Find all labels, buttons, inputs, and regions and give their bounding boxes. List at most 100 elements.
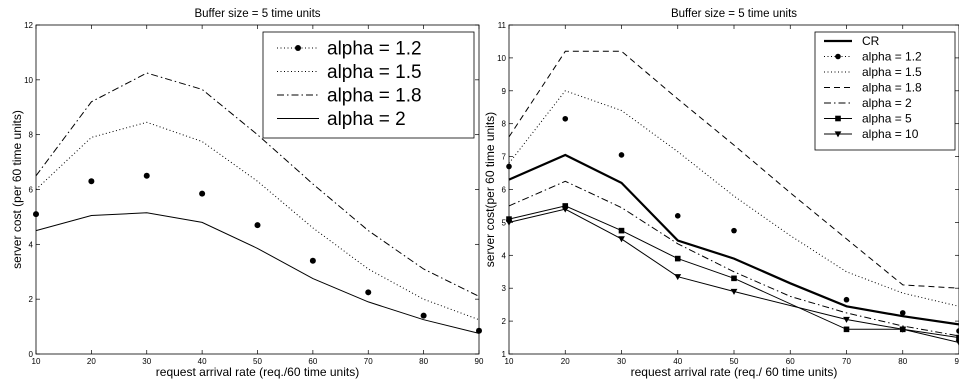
chart-title: Buffer size = 5 time units — [671, 8, 797, 20]
data-point — [562, 115, 569, 122]
series-alpha---1-8 — [508, 50, 959, 289]
data-point — [476, 327, 482, 334]
data-point — [731, 227, 737, 234]
x-tick-label: 60 — [308, 357, 317, 366]
data-point — [33, 211, 39, 218]
x-tick-label: 40 — [673, 357, 682, 366]
data-point — [309, 257, 316, 264]
x-tick-label: 20 — [561, 357, 570, 366]
legend-label: alpha = 5 — [862, 112, 912, 126]
legend-box — [814, 31, 956, 151]
data-point — [674, 213, 681, 219]
legend-label: alpha = 2 — [862, 96, 912, 110]
series-line — [508, 208, 959, 343]
series-alpha---10 — [505, 206, 959, 346]
data-point — [674, 255, 681, 262]
legend-label: alpha = 1.8 — [327, 86, 422, 107]
series-line — [35, 212, 480, 334]
data-point — [506, 216, 512, 222]
legend-label: alpha = 1.2 — [327, 39, 422, 60]
data-point — [199, 190, 206, 197]
legend-label: alpha = 2 — [327, 109, 406, 130]
legend-entry: alpha = 1.5 — [824, 65, 922, 79]
series-alpha---1-2 — [33, 172, 482, 334]
y-tick-label: 6 — [502, 186, 507, 195]
x-tick-label: 80 — [898, 357, 907, 366]
legend-entry: alpha = 1.5 — [277, 62, 422, 83]
series-alpha---2 — [35, 212, 480, 334]
y-tick-label: 11 — [498, 21, 507, 30]
y-tick-label: 1 — [502, 350, 507, 359]
x-tick-label: 90 — [475, 357, 484, 366]
data-point — [618, 152, 625, 158]
data-point — [561, 206, 569, 213]
series-line — [35, 121, 480, 321]
y-axis-label: server cost (per 60 time units) — [10, 110, 24, 269]
legend-entry: alpha = 1.2 — [277, 39, 422, 60]
x-tick-label: 80 — [419, 357, 428, 366]
x-tick-label: 50 — [730, 357, 739, 366]
data-point — [674, 274, 682, 281]
x-tick-label: 10 — [32, 357, 41, 366]
x-axis-label: request arrival rate (req./60 time units… — [156, 365, 359, 379]
series-alpha---2 — [508, 180, 959, 337]
y-tick-label: 9 — [502, 87, 507, 96]
chart-2: 10 20 30 40 50 60 70 80 90 1 2 3 4 5 6 7 8 9 10 11 Buffer si… — [483, 8, 959, 379]
y-tick-label: 0 — [29, 350, 34, 359]
y-tick-label: 12 — [24, 21, 33, 30]
legend-label: alpha = 10 — [862, 127, 919, 141]
data-point — [562, 203, 569, 209]
data-point — [88, 178, 95, 185]
data-point — [618, 236, 625, 243]
x-axis-label: request arrival rate (req./ 60 time unit… — [631, 365, 838, 379]
x-tick-label: 70 — [364, 357, 373, 366]
legend-entry: alpha = 2 — [277, 109, 406, 130]
legend-label: alpha = 1.5 — [862, 65, 922, 79]
y-tick-label: 10 — [24, 76, 33, 85]
data-point — [254, 222, 261, 229]
y-tick-label: 2 — [502, 317, 507, 326]
x-tick-label: 10 — [505, 357, 514, 366]
data-point — [956, 328, 959, 334]
legend-label: alpha = 1.2 — [862, 50, 922, 64]
data-point — [618, 227, 625, 234]
legend-label: alpha = 1.8 — [862, 81, 922, 95]
x-tick-label: 60 — [786, 357, 795, 366]
y-tick-label: 8 — [502, 120, 507, 129]
series-alpha---1-2 — [506, 115, 959, 334]
x-tick-label: 40 — [198, 357, 207, 366]
legend-marker — [835, 115, 841, 122]
legend-entry: CR — [824, 34, 880, 48]
legend-entry: alpha = 10 — [824, 127, 919, 141]
y-tick-label: 8 — [29, 131, 34, 140]
data-point — [843, 316, 850, 323]
y-tick-label: 6 — [29, 186, 34, 195]
chart-title: Buffer size = 5 time units — [194, 8, 320, 20]
data-point — [843, 326, 850, 333]
data-point — [899, 326, 907, 333]
data-point — [955, 339, 959, 346]
legend-label: CR — [862, 34, 880, 48]
series-line — [508, 50, 959, 289]
y-tick-label: 10 — [497, 54, 506, 63]
x-tick-label: 90 — [955, 357, 959, 366]
data-point — [143, 172, 150, 179]
chart-1: 10 20 30 40 50 60 70 80 90 0 2 4 6 8 10 12 Buffer size =… — [10, 8, 484, 379]
legend-entry: alpha = 1.8 — [824, 81, 922, 95]
legend-marker — [834, 131, 842, 138]
y-tick-label: 5 — [502, 218, 507, 227]
y-tick-label: 4 — [502, 251, 507, 260]
series-line — [508, 180, 959, 337]
y-tick-label: 2 — [29, 295, 34, 304]
legend-entry: alpha = 5 — [824, 112, 912, 126]
series-line — [508, 205, 959, 339]
series-alpha---5 — [506, 203, 959, 341]
x-tick-label: 30 — [617, 357, 626, 366]
legend-entry: alpha = 1.2 — [824, 50, 922, 64]
data-point — [843, 296, 850, 303]
data-point — [731, 275, 737, 282]
data-point — [899, 310, 906, 316]
